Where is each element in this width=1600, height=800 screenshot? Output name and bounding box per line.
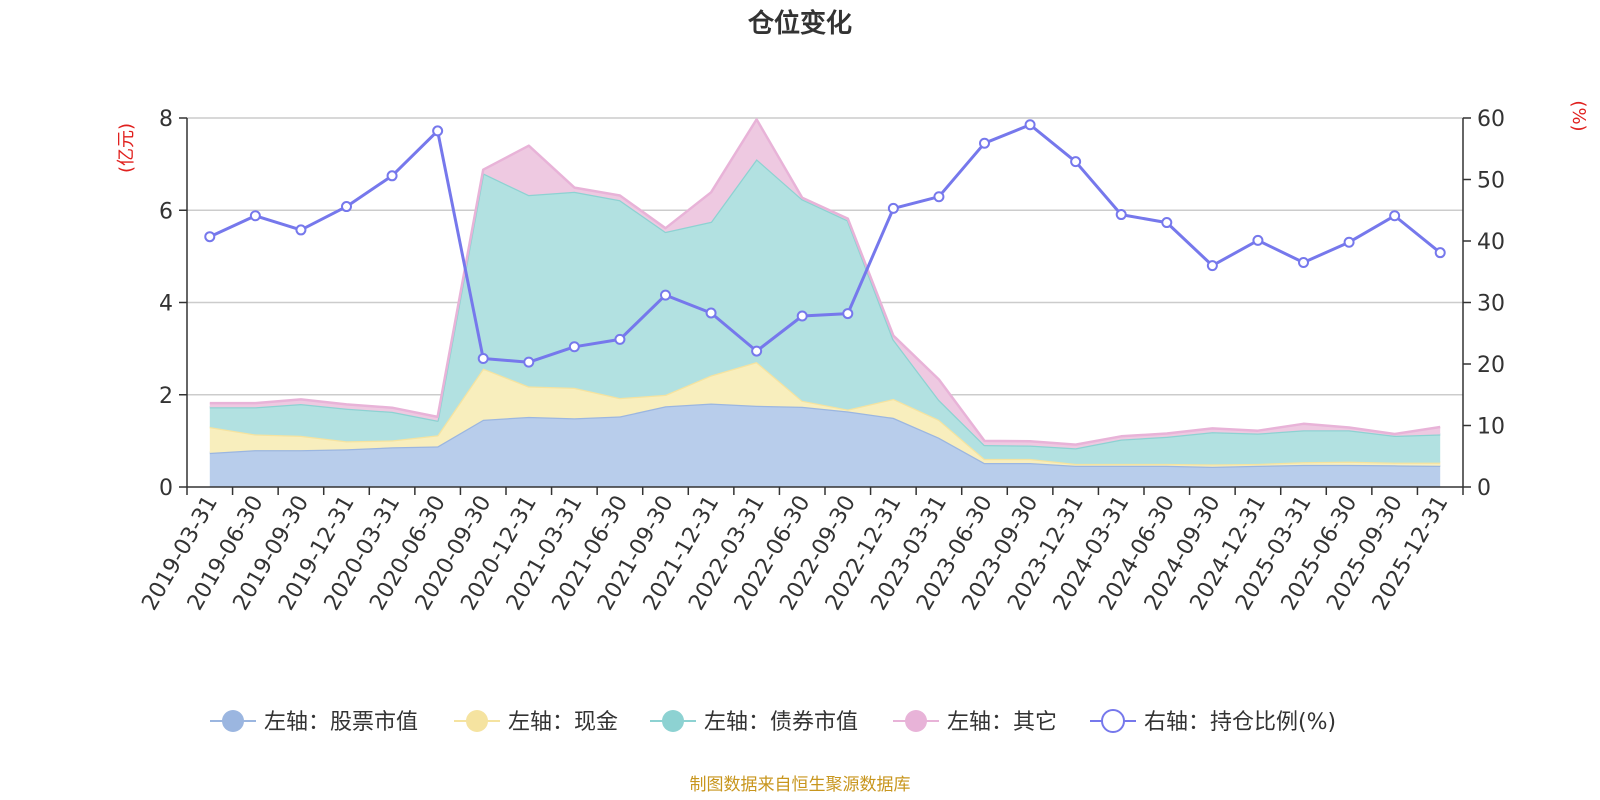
right-axis-tick-label: 60 xyxy=(1477,107,1505,132)
right-axis-unit: (%) xyxy=(1568,100,1589,131)
ratio-data-point xyxy=(1252,234,1264,246)
ratio-data-point xyxy=(295,224,307,236)
chart-title: 仓位变化 xyxy=(747,8,852,39)
left-axis-unit: (亿元) xyxy=(116,123,137,173)
left-axis-tick-label: 8 xyxy=(159,107,173,132)
right-axis-tick-label: 50 xyxy=(1477,169,1505,194)
position-ratio-line xyxy=(204,119,1446,368)
ratio-data-point xyxy=(1206,260,1218,272)
legend-label: 左轴：债券市值 xyxy=(704,710,858,735)
legend-marker-icon xyxy=(222,710,244,732)
ratio-data-point xyxy=(1024,119,1036,131)
ratio-data-point xyxy=(1161,217,1173,229)
right-axis-tick-label: 10 xyxy=(1477,415,1505,440)
ratio-data-point xyxy=(979,137,990,149)
ratio-data-point xyxy=(842,308,854,320)
right-axis-tick-label: 0 xyxy=(1477,476,1491,501)
ratio-data-point xyxy=(523,356,535,368)
right-axis-tick-label: 40 xyxy=(1477,230,1505,255)
ratio-data-point xyxy=(887,202,899,214)
legend-item[interactable]: 左轴：其它 xyxy=(893,710,1057,735)
ratio-data-point xyxy=(933,191,945,203)
area-cash xyxy=(209,362,1441,467)
ratio-data-point xyxy=(1070,156,1082,168)
ratio-data-point xyxy=(1115,209,1127,221)
legend-marker-icon xyxy=(905,710,927,732)
legend-marker-icon xyxy=(466,710,488,732)
legend-label: 左轴：股票市值 xyxy=(264,710,418,735)
area-edge-other xyxy=(209,118,1441,446)
legend-item[interactable]: 左轴：债券市值 xyxy=(650,710,858,735)
legend[interactable]: 左轴：股票市值 左轴：现金 左轴：债券市值 左轴：其它 右轴：持仓比例(%) xyxy=(210,709,1336,735)
stacked-areas xyxy=(209,118,1441,487)
legend-label: 左轴：现金 xyxy=(508,710,618,735)
ratio-data-point xyxy=(705,307,717,319)
legend-item[interactable]: 左轴：现金 xyxy=(454,710,618,735)
legend-marker-icon xyxy=(1101,709,1125,733)
data-source-note: 制图数据来自恒生聚源数据库 xyxy=(690,775,911,795)
ratio-data-point xyxy=(477,352,489,364)
ratio-data-point xyxy=(1434,247,1446,259)
ratio-data-point xyxy=(751,345,763,357)
ratio-data-point xyxy=(660,289,671,301)
right-axis-tick-label: 30 xyxy=(1477,292,1505,317)
right-axis-tick-label: 20 xyxy=(1477,353,1505,378)
left-axis-tick-label: 6 xyxy=(159,199,173,224)
ratio-data-point xyxy=(1389,210,1401,222)
legend-item[interactable]: 右轴：持仓比例(%) xyxy=(1090,709,1336,735)
legend-label: 左轴：其它 xyxy=(947,710,1057,735)
legend-marker-icon xyxy=(662,710,684,732)
ratio-data-point xyxy=(1343,236,1355,248)
ratio-data-point xyxy=(614,333,626,345)
ratio-data-point xyxy=(432,125,444,137)
left-axis-tick-label: 0 xyxy=(159,476,173,501)
ratio-data-point xyxy=(249,210,261,222)
ratio-data-point xyxy=(1298,257,1309,269)
ratio-data-point xyxy=(341,201,352,213)
legend-item[interactable]: 左轴：股票市值 xyxy=(210,710,418,735)
ratio-data-point xyxy=(386,170,398,182)
left-axis-tick-label: 2 xyxy=(159,384,173,409)
ratio-data-point xyxy=(204,231,216,243)
ratio-data-point xyxy=(796,310,808,322)
ratio-data-point xyxy=(568,341,580,353)
legend-label: 右轴：持仓比例(%) xyxy=(1144,710,1336,735)
left-axis-tick-label: 4 xyxy=(159,292,173,317)
area-bond-value xyxy=(209,159,1441,465)
ratio-line-path xyxy=(209,123,1442,364)
